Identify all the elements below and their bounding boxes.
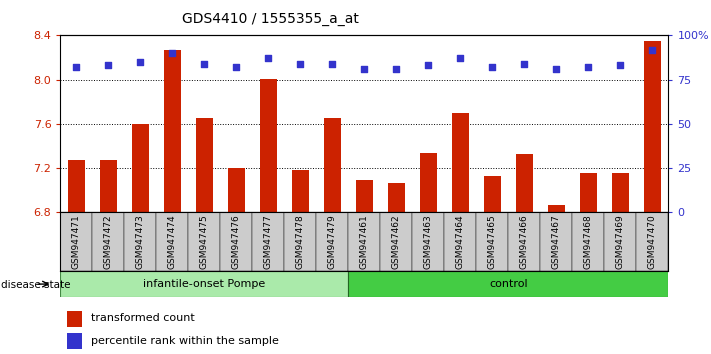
Text: GSM947468: GSM947468 (584, 214, 593, 269)
Text: GSM947474: GSM947474 (168, 214, 177, 269)
Bar (483, 176, 501, 212)
Point (326, 61, 338, 67)
Text: GSM947476: GSM947476 (232, 214, 241, 269)
Point (455, 56, 466, 61)
Point (103, 63, 114, 68)
Bar (348, 212, 380, 271)
Text: GSM947464: GSM947464 (456, 214, 465, 269)
Bar (324, 118, 341, 212)
Point (550, 66, 562, 72)
Text: GSM947467: GSM947467 (552, 214, 561, 269)
Text: GSM947473: GSM947473 (136, 214, 145, 269)
Bar (636, 212, 668, 271)
Bar (164, 50, 181, 212)
Bar (252, 212, 284, 271)
Point (614, 63, 626, 68)
Bar (67, 333, 82, 349)
Bar (579, 172, 597, 212)
Bar (60, 271, 348, 297)
Bar (419, 153, 437, 212)
Bar (356, 180, 373, 212)
Text: transformed count: transformed count (91, 313, 195, 323)
Text: control: control (489, 279, 528, 289)
Point (358, 66, 370, 72)
Text: GSM947478: GSM947478 (296, 214, 305, 269)
Text: GSM947461: GSM947461 (360, 214, 369, 269)
Point (486, 64, 498, 70)
Bar (67, 311, 82, 327)
Text: GSM947479: GSM947479 (328, 214, 337, 269)
Text: GSM947462: GSM947462 (392, 214, 401, 269)
Point (294, 61, 306, 67)
Point (166, 50, 178, 56)
Bar (220, 212, 252, 271)
Text: GSM947477: GSM947477 (264, 214, 273, 269)
Bar (92, 212, 124, 271)
Bar (451, 113, 469, 212)
Bar (515, 154, 533, 212)
Point (71, 64, 82, 70)
Bar (572, 212, 604, 271)
Text: GSM947466: GSM947466 (520, 214, 529, 269)
Text: GSM947470: GSM947470 (648, 214, 657, 269)
Bar (508, 212, 540, 271)
Point (135, 59, 146, 65)
Bar (132, 124, 149, 212)
Text: GSM947475: GSM947475 (200, 214, 209, 269)
Bar (380, 212, 412, 271)
Point (583, 64, 594, 70)
Bar (444, 212, 476, 271)
Point (647, 47, 658, 52)
Bar (196, 118, 213, 212)
Bar (540, 212, 572, 271)
Text: GSM947471: GSM947471 (72, 214, 81, 269)
Bar (124, 212, 156, 271)
Bar (260, 79, 277, 212)
Bar (228, 168, 245, 212)
Bar (284, 212, 316, 271)
Bar (412, 212, 444, 271)
Bar (348, 271, 668, 297)
Bar (643, 41, 661, 212)
Text: percentile rank within the sample: percentile rank within the sample (91, 336, 279, 346)
Bar (316, 212, 348, 271)
Text: GSM947465: GSM947465 (488, 214, 497, 269)
Text: GSM947463: GSM947463 (424, 214, 433, 269)
Point (518, 61, 530, 67)
Point (422, 63, 434, 68)
Text: GSM947472: GSM947472 (104, 214, 113, 269)
Point (230, 64, 242, 70)
Bar (68, 160, 85, 212)
Point (262, 56, 274, 61)
Bar (611, 172, 629, 212)
Text: GDS4410 / 1555355_a_at: GDS4410 / 1555355_a_at (182, 12, 358, 27)
Bar (292, 170, 309, 212)
Bar (387, 183, 405, 212)
Bar (547, 205, 565, 212)
Bar (156, 212, 188, 271)
Bar (100, 160, 117, 212)
Bar (604, 212, 636, 271)
Bar (188, 212, 220, 271)
Point (198, 61, 210, 67)
Bar (476, 212, 508, 271)
Bar (60, 212, 92, 271)
Point (391, 66, 402, 72)
Text: infantile-onset Pompe: infantile-onset Pompe (144, 279, 265, 289)
Text: GSM947469: GSM947469 (616, 214, 625, 269)
Text: disease state: disease state (1, 280, 71, 290)
